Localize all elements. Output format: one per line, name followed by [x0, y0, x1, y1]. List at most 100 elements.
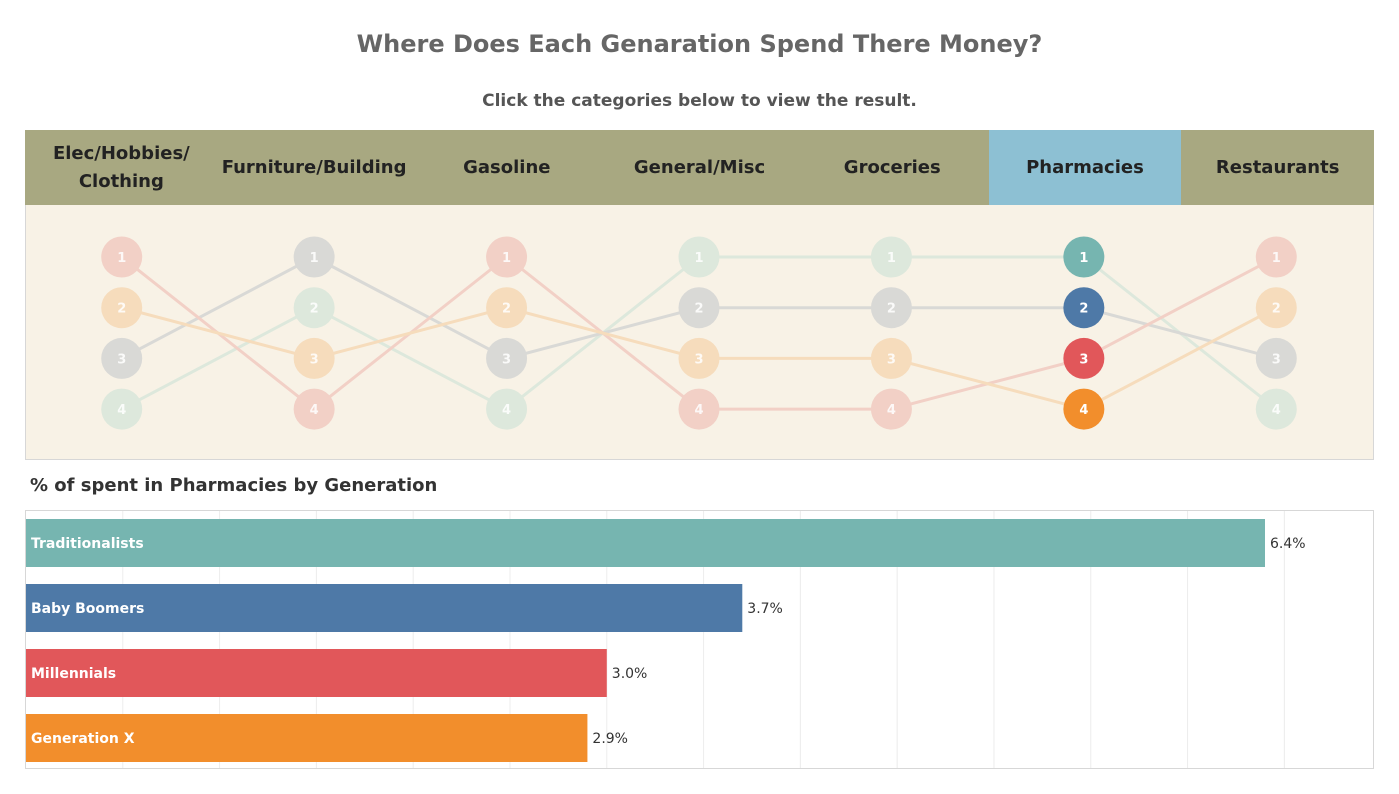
rank-marker-traditionalists[interactable]: 1 — [678, 236, 720, 278]
rank-label: 3 — [1272, 352, 1281, 367]
rank-circle — [678, 388, 720, 430]
bump-line-generation-x — [1083, 306, 1277, 411]
rank-bump-chart: 4 2 4 1 1 1 4 3 1 3 2 2 2 3 1 4 1 4 4 3 1 2 3 2 3 3 4 2 — [25, 205, 1374, 460]
rank-label: 1 — [1272, 251, 1281, 266]
bar-category-label: Baby Boomers — [31, 601, 144, 617]
rank-circle — [678, 337, 720, 379]
rank-marker-millennials[interactable]: 1 — [486, 236, 528, 278]
bar-rect — [26, 584, 743, 632]
tab-furniture-building[interactable]: Furniture/Building — [218, 130, 411, 205]
rank-marker-baby-boomers[interactable]: 2 — [870, 287, 912, 329]
rank-marker-baby-boomers[interactable]: 2 — [1063, 287, 1105, 329]
rank-circle — [870, 337, 912, 379]
tab-groceries[interactable]: Groceries — [796, 130, 989, 205]
tab-pharmacies[interactable]: Pharmacies — [988, 130, 1182, 205]
rank-label: 4 — [1079, 403, 1088, 418]
bump-chart-svg: 4 2 4 1 1 1 4 3 1 3 2 2 2 3 1 4 1 4 4 3 1 2 3 2 3 3 4 2 — [101, 236, 1297, 430]
rank-label: 4 — [1272, 403, 1281, 418]
rank-circle — [1255, 388, 1297, 430]
rank-label: 1 — [310, 251, 319, 266]
rank-circle — [293, 236, 335, 278]
tab-label: General/Misc — [633, 156, 766, 178]
rank-label: 2 — [694, 302, 703, 317]
rank-marker-generation-x[interactable]: 3 — [678, 337, 720, 379]
rank-label: 2 — [1272, 302, 1281, 317]
rank-marker-millennials[interactable]: 4 — [870, 388, 912, 430]
tab-restaurants[interactable]: Restaurants — [1181, 130, 1374, 205]
rank-circle — [1255, 236, 1297, 278]
rank-marker-traditionalists[interactable]: 4 — [101, 388, 143, 430]
rank-circle — [870, 236, 912, 278]
bar-category-label: Generation X — [31, 731, 135, 747]
bump-line-baby-boomers — [1083, 306, 1277, 360]
rank-marker-traditionalists[interactable]: 1 — [1063, 236, 1105, 278]
bar-traditionalists[interactable]: Traditionalists 6.4% — [26, 519, 1306, 567]
rank-marker-baby-boomers[interactable]: 3 — [1255, 337, 1297, 379]
bar-chart-title: % of spent in Pharmacies by Generation — [30, 475, 438, 496]
rank-circle — [1063, 337, 1105, 379]
rank-marker-baby-boomers[interactable]: 1 — [293, 236, 335, 278]
rank-marker-traditionalists[interactable]: 4 — [1255, 388, 1297, 430]
bump-line-millennials — [1083, 255, 1277, 360]
tab-label: Gasoline — [463, 156, 551, 178]
rank-label: 3 — [310, 352, 319, 367]
rank-circle — [1255, 287, 1297, 329]
rank-circle — [101, 287, 143, 329]
tab-label: Pharmacies — [1026, 156, 1144, 178]
rank-circle — [101, 236, 143, 278]
rank-label: 3 — [1079, 352, 1088, 367]
rank-marker-millennials[interactable]: 4 — [293, 388, 335, 430]
tab-elec-hobbies-clothing[interactable]: Elec/Hobbies/ Clothing — [25, 130, 218, 205]
rank-marker-generation-x[interactable]: 2 — [101, 287, 143, 329]
rank-marker-baby-boomers[interactable]: 3 — [101, 337, 143, 379]
rank-label: 3 — [887, 352, 896, 367]
rank-marker-traditionalists[interactable]: 2 — [293, 287, 335, 329]
rank-circle — [486, 388, 528, 430]
rank-circle — [678, 287, 720, 329]
rank-marker-baby-boomers[interactable]: 2 — [678, 287, 720, 329]
bump-line-baby-boomers — [313, 255, 508, 360]
rank-circle — [101, 337, 143, 379]
bar-chart-svg: Traditionalists 6.4% Baby Boomers 3.7% Mille… — [26, 511, 1306, 768]
rank-marker-baby-boomers[interactable]: 3 — [486, 337, 528, 379]
bump-line-baby-boomers — [121, 255, 315, 360]
rank-marker-generation-x[interactable]: 3 — [870, 337, 912, 379]
category-tabs: Elec/Hobbies/ Clothing Furniture/Buildin… — [25, 130, 1374, 205]
rank-label: 1 — [117, 251, 126, 266]
bar-rect — [26, 649, 607, 697]
tab-general-misc[interactable]: General/Misc — [603, 130, 796, 205]
rank-label: 2 — [502, 302, 511, 317]
tab-gasoline[interactable]: Gasoline — [410, 130, 603, 205]
bump-line-generation-x — [891, 356, 1085, 411]
rank-marker-traditionalists[interactable]: 1 — [870, 236, 912, 278]
rank-label: 3 — [117, 352, 126, 367]
bump-line-generation-x — [506, 306, 700, 360]
bar-value-label: 3.7% — [747, 601, 783, 617]
rank-label: 4 — [887, 403, 896, 418]
rank-marker-millennials[interactable]: 4 — [678, 388, 720, 430]
tab-label: Groceries — [843, 156, 941, 178]
bar-rect — [26, 519, 1265, 567]
rank-marker-generation-x[interactable]: 2 — [486, 287, 528, 329]
rank-label: 1 — [502, 251, 511, 266]
bar-baby-boomers[interactable]: Baby Boomers 3.7% — [26, 584, 783, 632]
rank-label: 3 — [502, 352, 511, 367]
rank-marker-generation-x[interactable]: 2 — [1255, 287, 1297, 329]
rank-marker-generation-x[interactable]: 4 — [1063, 388, 1105, 430]
rank-marker-traditionalists[interactable]: 4 — [486, 388, 528, 430]
rank-marker-millennials[interactable]: 1 — [101, 236, 143, 278]
rank-circle — [486, 287, 528, 329]
rank-marker-millennials[interactable]: 1 — [1255, 236, 1297, 278]
bar-millennials[interactable]: Millennials 3.0% — [26, 649, 647, 697]
rank-circle — [870, 388, 912, 430]
rank-label: 4 — [117, 403, 126, 418]
bar-generation-x[interactable]: Generation X 2.9% — [26, 714, 628, 762]
rank-marker-generation-x[interactable]: 3 — [293, 337, 335, 379]
rank-marker-millennials[interactable]: 3 — [1063, 337, 1105, 379]
dashboard-subtitle: Click the categories below to view the r… — [482, 91, 917, 111]
rank-label: 2 — [887, 302, 896, 317]
rank-circle — [1063, 287, 1105, 329]
rank-circle — [486, 236, 528, 278]
rank-label: 2 — [1079, 302, 1088, 317]
tab-label: Restaurants — [1215, 156, 1340, 178]
